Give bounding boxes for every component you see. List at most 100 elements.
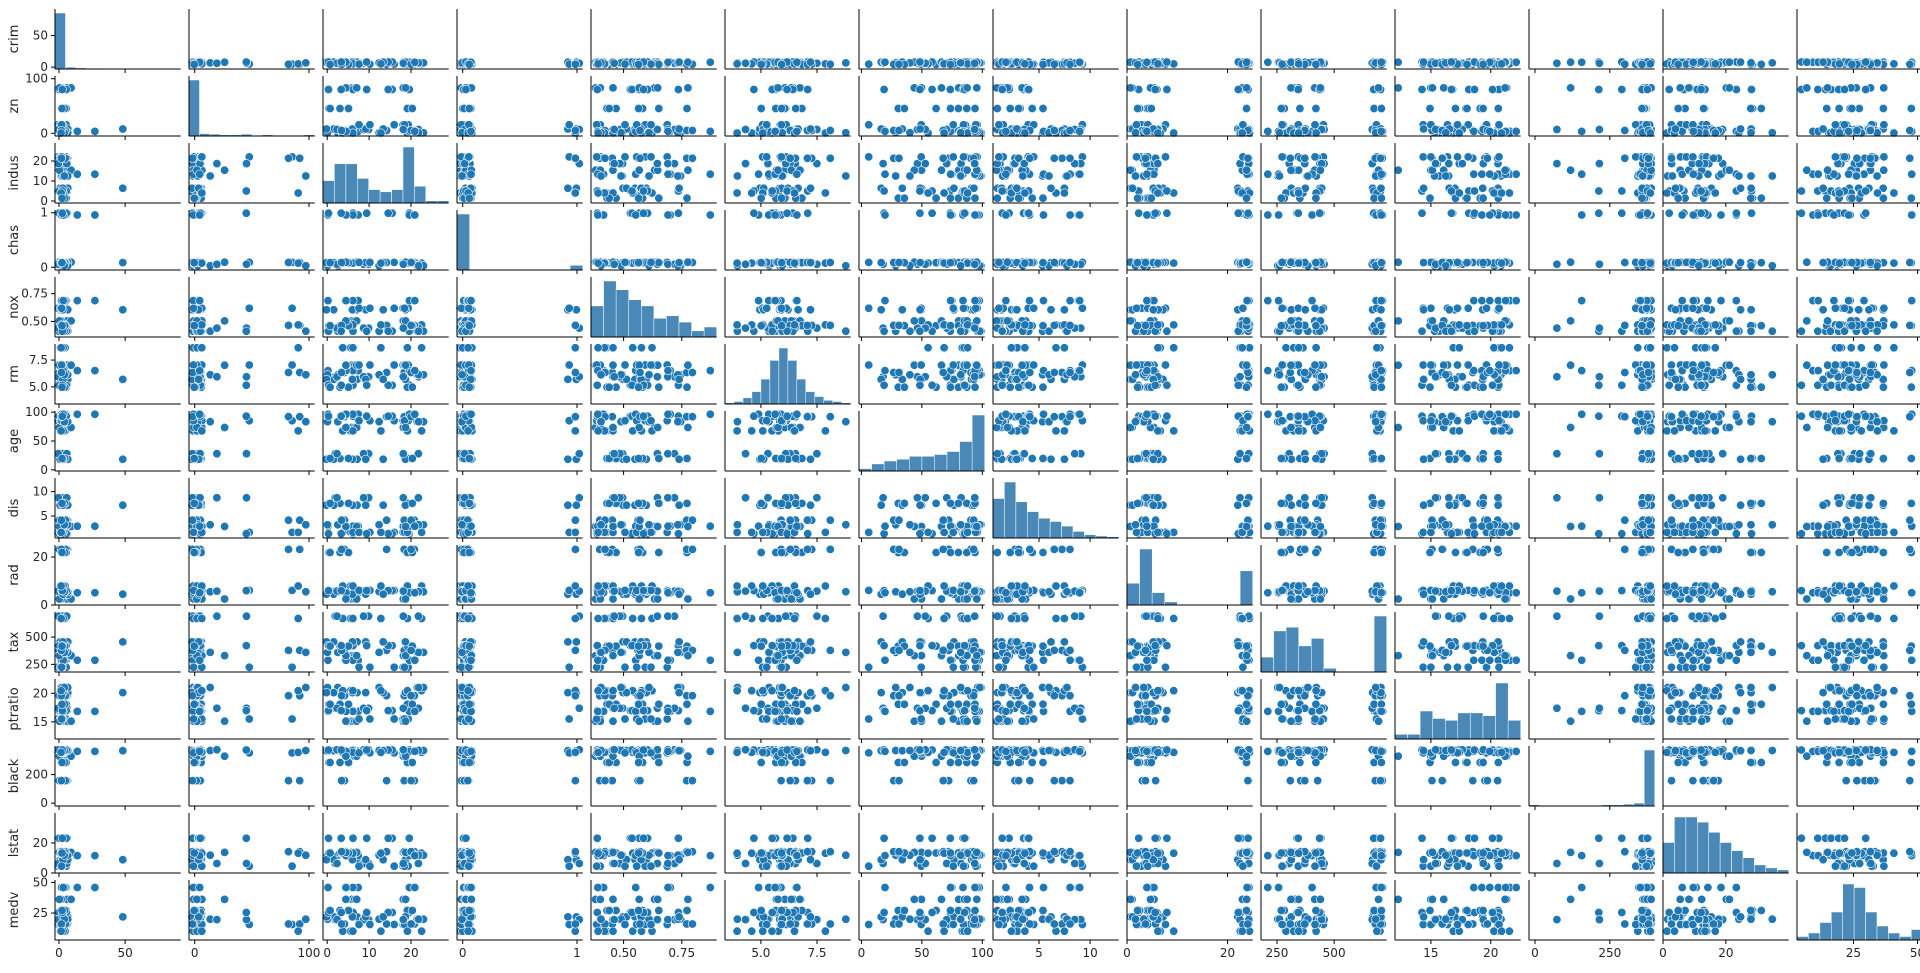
point-chas-indus-66 — [362, 208, 372, 218]
y-axis-label-crim: crim — [7, 25, 22, 54]
point-nox-lstat-8 — [1731, 296, 1741, 306]
point-indus-zn-64 — [301, 171, 311, 181]
point-nox-age-53 — [971, 303, 981, 313]
point-indus-dis-37 — [1059, 188, 1069, 198]
point-nox-chas-53 — [564, 303, 574, 313]
point-zn-crim-12 — [118, 124, 128, 134]
point-nox-zn-13 — [244, 303, 254, 313]
point-nox-ptratio-68 — [1485, 296, 1495, 306]
point-crim-age-61 — [970, 58, 980, 68]
point-nox-rad-63 — [1132, 303, 1142, 313]
point-zn-indus-9 — [335, 104, 345, 114]
point-zn-nox-56 — [592, 85, 602, 95]
point-zn-tax-48 — [1263, 126, 1273, 136]
point-nox-indus-46 — [383, 326, 393, 336]
point-chas-black-67 — [1645, 258, 1655, 268]
point-indus-black-11 — [1594, 159, 1604, 169]
point-crim-black-68 — [1577, 57, 1587, 67]
point-nox-dis-66 — [997, 326, 1007, 336]
point-indus-rm-69 — [777, 193, 787, 203]
point-chas-zn-67 — [197, 258, 207, 268]
point-indus-black-30 — [1566, 165, 1576, 175]
point-zn-age-36 — [927, 85, 937, 95]
point-nox-dis-18 — [1039, 296, 1049, 306]
point-zn-tax-59 — [1376, 104, 1386, 114]
point-chas-nox-29 — [654, 258, 664, 268]
point-nox-lstat-67 — [1710, 320, 1720, 330]
point-zn-rm-63 — [776, 120, 786, 130]
point-indus-age-23 — [958, 152, 968, 162]
point-chas-tax-69 — [1311, 258, 1321, 268]
point-crim-medv-67 — [1834, 59, 1844, 69]
hist-bar-nox-0 — [590, 305, 604, 338]
point-chas-indus-61 — [398, 259, 408, 269]
point-nox-tax-48 — [1263, 296, 1273, 306]
point-crim-nox-68 — [663, 57, 673, 67]
point-indus-ptratio-69 — [1478, 193, 1488, 203]
point-indus-ptratio-39 — [1425, 193, 1435, 203]
point-crim-nox-33 — [646, 59, 656, 69]
point-nox-rad-56 — [1162, 326, 1172, 336]
point-zn-indus-26 — [323, 85, 333, 95]
point-indus-medv-62 — [1818, 183, 1828, 193]
point-chas-nox-66 — [638, 208, 648, 218]
point-nox-rm-7 — [732, 320, 742, 330]
point-indus-nox-21 — [652, 159, 662, 169]
point-nox-indus-22 — [321, 305, 331, 315]
point-nox-lstat-48 — [1677, 296, 1687, 306]
point-zn-rad-63 — [1132, 120, 1142, 130]
point-chas-black-11 — [1594, 259, 1604, 269]
point-crim-lstat-52 — [1736, 57, 1746, 67]
point-zn-dis-63 — [994, 120, 1004, 130]
point-nox-tax-38 — [1274, 296, 1284, 306]
point-indus-chas-52 — [563, 183, 573, 193]
point-indus-medv-33 — [1879, 152, 1889, 162]
point-nox-dis-62 — [1012, 305, 1022, 315]
point-nox-rm-65 — [825, 320, 835, 330]
point-indus-medv-66 — [1861, 186, 1871, 196]
hist-bar-chas-9 — [569, 265, 583, 271]
point-zn-nox-68 — [663, 126, 673, 136]
point-crim-rm-64 — [841, 58, 851, 68]
point-zn-age-56 — [879, 85, 889, 95]
point-indus-age-68 — [880, 169, 890, 179]
point-chas-dis-58 — [1075, 210, 1085, 220]
point-zn-tax-50 — [1286, 83, 1296, 93]
point-zn-lstat-69 — [1673, 104, 1683, 114]
point-nox-ptratio-28 — [1511, 296, 1521, 306]
point-indus-black-26 — [1617, 186, 1627, 196]
point-zn-rm-49 — [791, 104, 801, 114]
point-zn-lstat-60 — [1724, 83, 1734, 93]
point-chas-rad-67 — [1153, 258, 1163, 268]
point-zn-crim-68 — [72, 126, 82, 136]
point-crim-rad-60 — [1242, 57, 1252, 67]
cell-crim-vs-nox — [590, 9, 717, 73]
point-crim-rad-69 — [1133, 59, 1143, 69]
point-nox-zn-57 — [293, 320, 303, 330]
point-nox-ptratio-69 — [1478, 321, 1488, 331]
point-indus-dis-62 — [1012, 183, 1022, 193]
point-nox-medv-34 — [1825, 326, 1835, 336]
point-chas-ptratio-69 — [1478, 258, 1488, 268]
point-zn-indus-55 — [337, 126, 347, 136]
point-crim-tax-68 — [1376, 57, 1386, 67]
point-nox-indus-62 — [378, 305, 388, 315]
point-nox-age-23 — [958, 303, 968, 313]
point-zn-lstat-16 — [1664, 85, 1674, 95]
point-indus-nox-63 — [620, 152, 630, 162]
point-crim-lstat-54 — [1746, 58, 1756, 68]
point-indus-lstat-49 — [1746, 193, 1756, 203]
point-indus-ptratio-67 — [1497, 188, 1507, 198]
point-zn-rad-46 — [1233, 85, 1243, 95]
point-nox-tax-28 — [1307, 296, 1317, 306]
point-indus-zn-65 — [188, 153, 198, 163]
point-chas-rm-59 — [756, 258, 766, 268]
point-indus-ptratio-28 — [1511, 169, 1521, 179]
point-zn-tax-63 — [1310, 120, 1320, 130]
point-zn-ptratio-8 — [1469, 126, 1479, 136]
point-indus-dis-19 — [992, 193, 1002, 203]
point-chas-age-64 — [956, 261, 966, 271]
point-zn-nox-65 — [635, 126, 645, 136]
point-chas-ptratio-64 — [1441, 261, 1451, 271]
point-crim-rm-59 — [756, 59, 766, 69]
